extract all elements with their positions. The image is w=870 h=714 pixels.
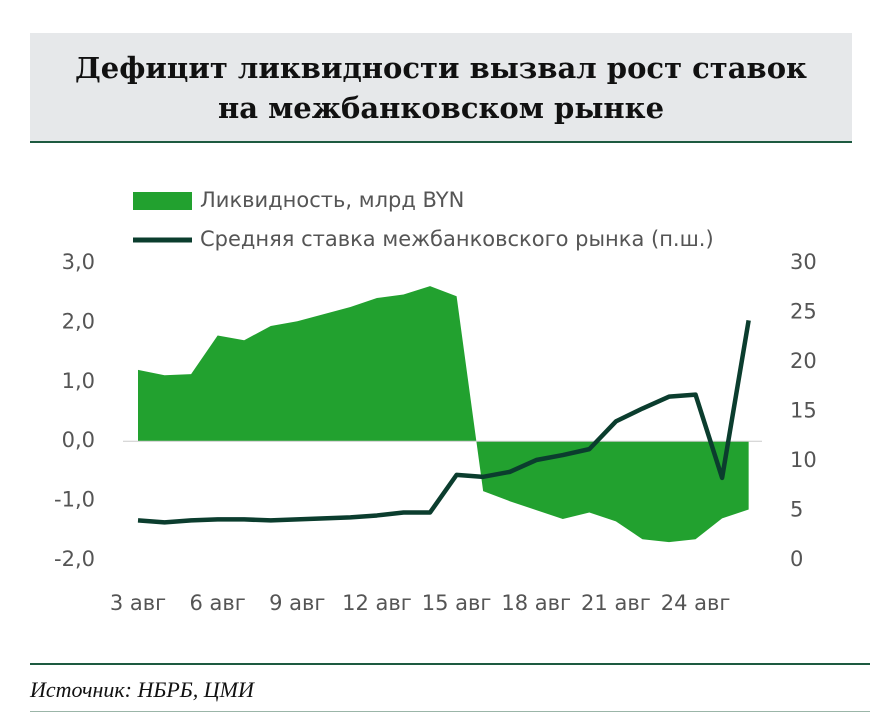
y2-tick-label: 5 bbox=[790, 498, 803, 522]
title-line: Дефицит ликвидности вызвал рост ставок bbox=[75, 51, 807, 85]
y2-tick-label: 15 bbox=[790, 399, 817, 423]
y2-tick-label: 25 bbox=[790, 300, 817, 324]
x-tick-label: 9 авг bbox=[269, 591, 325, 615]
source: Источник: НБРБ, ЦМИ bbox=[30, 663, 870, 703]
x-tick-label: 3 авг bbox=[110, 591, 166, 615]
y-tick-label: 1,0 bbox=[62, 369, 95, 393]
x-tick-label: 18 авг bbox=[501, 591, 571, 615]
x-tick-label: 24 авг bbox=[661, 591, 731, 615]
y-tick-label: 2,0 bbox=[62, 309, 95, 333]
y-tick-label: -1,0 bbox=[54, 488, 95, 512]
legend-swatch bbox=[133, 192, 192, 210]
legend-label: Ликвидность, млрд BYN bbox=[200, 188, 464, 212]
y2-tick-label: 20 bbox=[790, 349, 817, 373]
y-tick-label: 0,0 bbox=[62, 428, 95, 452]
title-box: Дефицит ликвидности вызвал рост ставок н… bbox=[30, 33, 852, 143]
y2-tick-label: 10 bbox=[790, 448, 817, 472]
legend-label: Средняя ставка межбанковского рынка (п.ш… bbox=[200, 227, 714, 251]
x-tick-label: 12 авг bbox=[342, 591, 412, 615]
area bbox=[138, 286, 749, 543]
title-line: на межбанковском рынке bbox=[217, 91, 665, 125]
rule bbox=[30, 711, 870, 712]
y2-tick-label: 30 bbox=[790, 250, 817, 274]
x-tick-label: 15 авг bbox=[422, 591, 492, 615]
x-tick-label: 21 авг bbox=[581, 591, 651, 615]
y2-tick-label: 0 bbox=[790, 547, 803, 571]
x-tick-label: 6 авг bbox=[189, 591, 245, 615]
line bbox=[137, 320, 751, 525]
y-tick-label: -2,0 bbox=[54, 547, 95, 571]
y-tick-label: 3,0 bbox=[62, 250, 95, 274]
